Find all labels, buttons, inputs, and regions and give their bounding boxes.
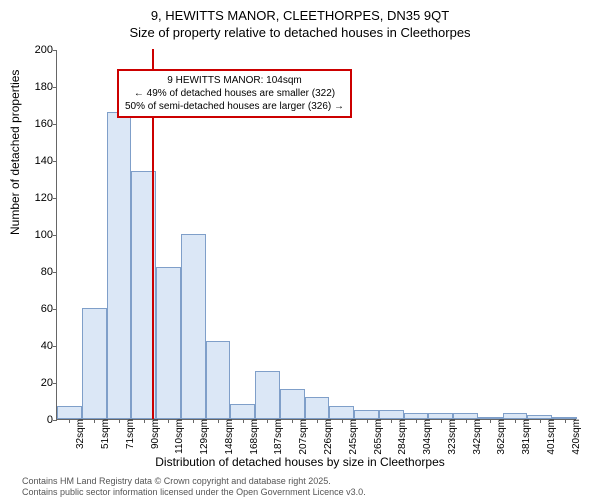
x-tick-mark xyxy=(540,419,541,423)
histogram-bar xyxy=(379,410,404,419)
x-tick-mark xyxy=(69,419,70,423)
x-tick-label: 71sqm xyxy=(123,419,136,449)
x-tick-mark xyxy=(342,419,343,423)
x-tick-label: 51sqm xyxy=(98,419,111,449)
histogram-bar xyxy=(305,397,330,419)
x-tick-label: 401sqm xyxy=(544,419,557,455)
x-tick-label: 129sqm xyxy=(197,419,210,455)
x-tick-mark xyxy=(193,419,194,423)
annotation-box: 9 HEWITTS MANOR: 104sqm← 49% of detached… xyxy=(117,69,352,118)
y-tick-mark xyxy=(53,161,57,162)
chart-title-sub: Size of property relative to detached ho… xyxy=(0,23,600,40)
x-tick-label: 381sqm xyxy=(519,419,532,455)
x-tick-mark xyxy=(292,419,293,423)
x-tick-label: 342sqm xyxy=(470,419,483,455)
y-tick-mark xyxy=(53,383,57,384)
y-tick-mark xyxy=(53,346,57,347)
annotation-line: 9 HEWITTS MANOR: 104sqm xyxy=(125,74,344,87)
x-axis-label: Distribution of detached houses by size … xyxy=(0,455,600,469)
footer-line-1: Contains HM Land Registry data © Crown c… xyxy=(22,476,366,487)
plot-area: 02040608010012014016018020032sqm51sqm71s… xyxy=(56,50,576,420)
annotation-line: ← 49% of detached houses are smaller (32… xyxy=(125,87,344,100)
histogram-bar xyxy=(156,267,181,419)
histogram-bar xyxy=(255,371,280,419)
x-tick-mark xyxy=(565,419,566,423)
x-tick-label: 226sqm xyxy=(321,419,334,455)
x-tick-mark xyxy=(441,419,442,423)
x-tick-mark xyxy=(515,419,516,423)
histogram-bar xyxy=(329,406,354,419)
x-tick-label: 323sqm xyxy=(445,419,458,455)
annotation-line: 50% of semi-detached houses are larger (… xyxy=(125,100,344,113)
x-tick-mark xyxy=(466,419,467,423)
y-tick-mark xyxy=(53,198,57,199)
x-tick-mark xyxy=(119,419,120,423)
x-tick-label: 90sqm xyxy=(148,419,161,449)
y-tick-mark xyxy=(53,50,57,51)
x-tick-mark xyxy=(144,419,145,423)
footer-attribution: Contains HM Land Registry data © Crown c… xyxy=(22,476,366,498)
x-tick-mark xyxy=(94,419,95,423)
x-tick-label: 148sqm xyxy=(222,419,235,455)
histogram-bar xyxy=(206,341,231,419)
histogram-bar xyxy=(181,234,206,419)
x-tick-mark xyxy=(267,419,268,423)
x-tick-label: 207sqm xyxy=(296,419,309,455)
x-tick-label: 110sqm xyxy=(172,419,185,454)
x-tick-label: 245sqm xyxy=(346,419,359,455)
histogram-bar xyxy=(82,308,107,419)
histogram-bar xyxy=(280,389,305,419)
x-tick-mark xyxy=(218,419,219,423)
x-tick-mark xyxy=(391,419,392,423)
x-tick-mark xyxy=(317,419,318,423)
x-tick-mark xyxy=(243,419,244,423)
x-tick-label: 187sqm xyxy=(271,419,284,455)
x-tick-label: 32sqm xyxy=(73,419,86,449)
y-tick-mark xyxy=(53,272,57,273)
histogram-bar xyxy=(354,410,379,419)
x-tick-label: 284sqm xyxy=(395,419,408,455)
y-tick-mark xyxy=(53,124,57,125)
histogram-bar xyxy=(57,406,82,419)
x-tick-mark xyxy=(168,419,169,423)
chart-container: 9, HEWITTS MANOR, CLEETHORPES, DN35 9QT … xyxy=(0,0,600,500)
y-tick-mark xyxy=(53,420,57,421)
y-tick-mark xyxy=(53,87,57,88)
x-tick-label: 420sqm xyxy=(569,419,582,455)
y-tick-mark xyxy=(53,235,57,236)
footer-line-2: Contains public sector information licen… xyxy=(22,487,366,498)
y-tick-mark xyxy=(53,309,57,310)
x-tick-mark xyxy=(367,419,368,423)
x-tick-label: 168sqm xyxy=(247,419,260,455)
x-tick-label: 304sqm xyxy=(420,419,433,455)
x-tick-mark xyxy=(490,419,491,423)
y-axis-label: Number of detached properties xyxy=(8,70,22,235)
x-tick-mark xyxy=(416,419,417,423)
chart-title-main: 9, HEWITTS MANOR, CLEETHORPES, DN35 9QT xyxy=(0,0,600,23)
x-tick-label: 265sqm xyxy=(371,419,384,455)
histogram-bar xyxy=(230,404,255,419)
histogram-bar xyxy=(107,112,132,419)
x-tick-label: 362sqm xyxy=(494,419,507,455)
